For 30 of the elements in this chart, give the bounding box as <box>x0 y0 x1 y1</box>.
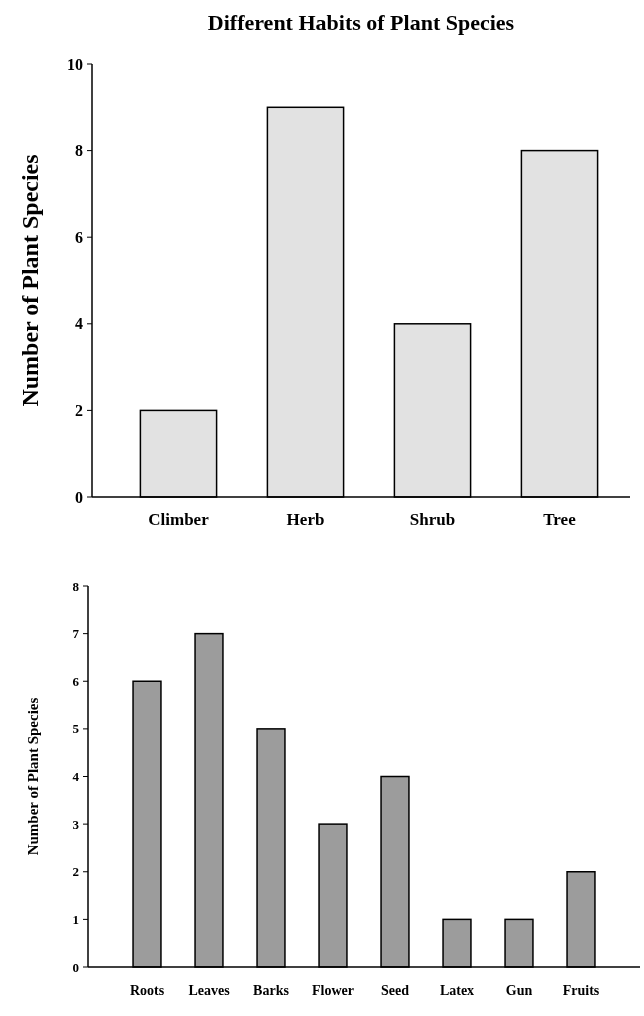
y-axis-title: Number of Plant Species <box>17 154 43 407</box>
y-tick-label: 0 <box>72 959 79 975</box>
x-tick-label: Barks <box>253 983 290 998</box>
x-tick-label: Latex <box>439 983 475 998</box>
x-tick-label: Shrub <box>409 510 456 529</box>
x-tick-label: Roots <box>129 983 165 998</box>
y-tick-label: 8 <box>72 578 80 594</box>
x-tick-label: Seed <box>381 983 410 998</box>
y-tick-label: 4 <box>75 315 83 333</box>
y-tick-label: 4 <box>72 769 80 785</box>
y-axis-title: Number of Plant Species <box>25 697 41 856</box>
y-tick-label: 6 <box>72 673 80 689</box>
y-tick-label: 5 <box>72 721 80 737</box>
chart-title: Different Habits of Plant Species <box>207 10 515 35</box>
x-tick-label: Fruits <box>562 983 600 998</box>
x-tick-label: Gun <box>505 983 533 998</box>
y-tick-label: 6 <box>75 228 83 246</box>
x-tick-label: Leaves <box>188 983 231 998</box>
y-tick-label: 2 <box>72 864 79 880</box>
x-tick-label: Flower <box>312 983 354 998</box>
y-tick-label: 7 <box>72 626 80 642</box>
x-tick-label: Climber <box>148 510 210 529</box>
y-tick-label: 8 <box>75 142 83 160</box>
x-tick-label: Herb <box>286 510 325 529</box>
y-tick-label: 10 <box>67 55 83 73</box>
y-tick-label: 0 <box>75 488 83 506</box>
y-tick-label: 1 <box>72 911 79 927</box>
y-tick-label: 2 <box>75 402 83 419</box>
x-tick-label: Tree <box>543 510 577 529</box>
y-tick-label: 3 <box>72 816 80 832</box>
